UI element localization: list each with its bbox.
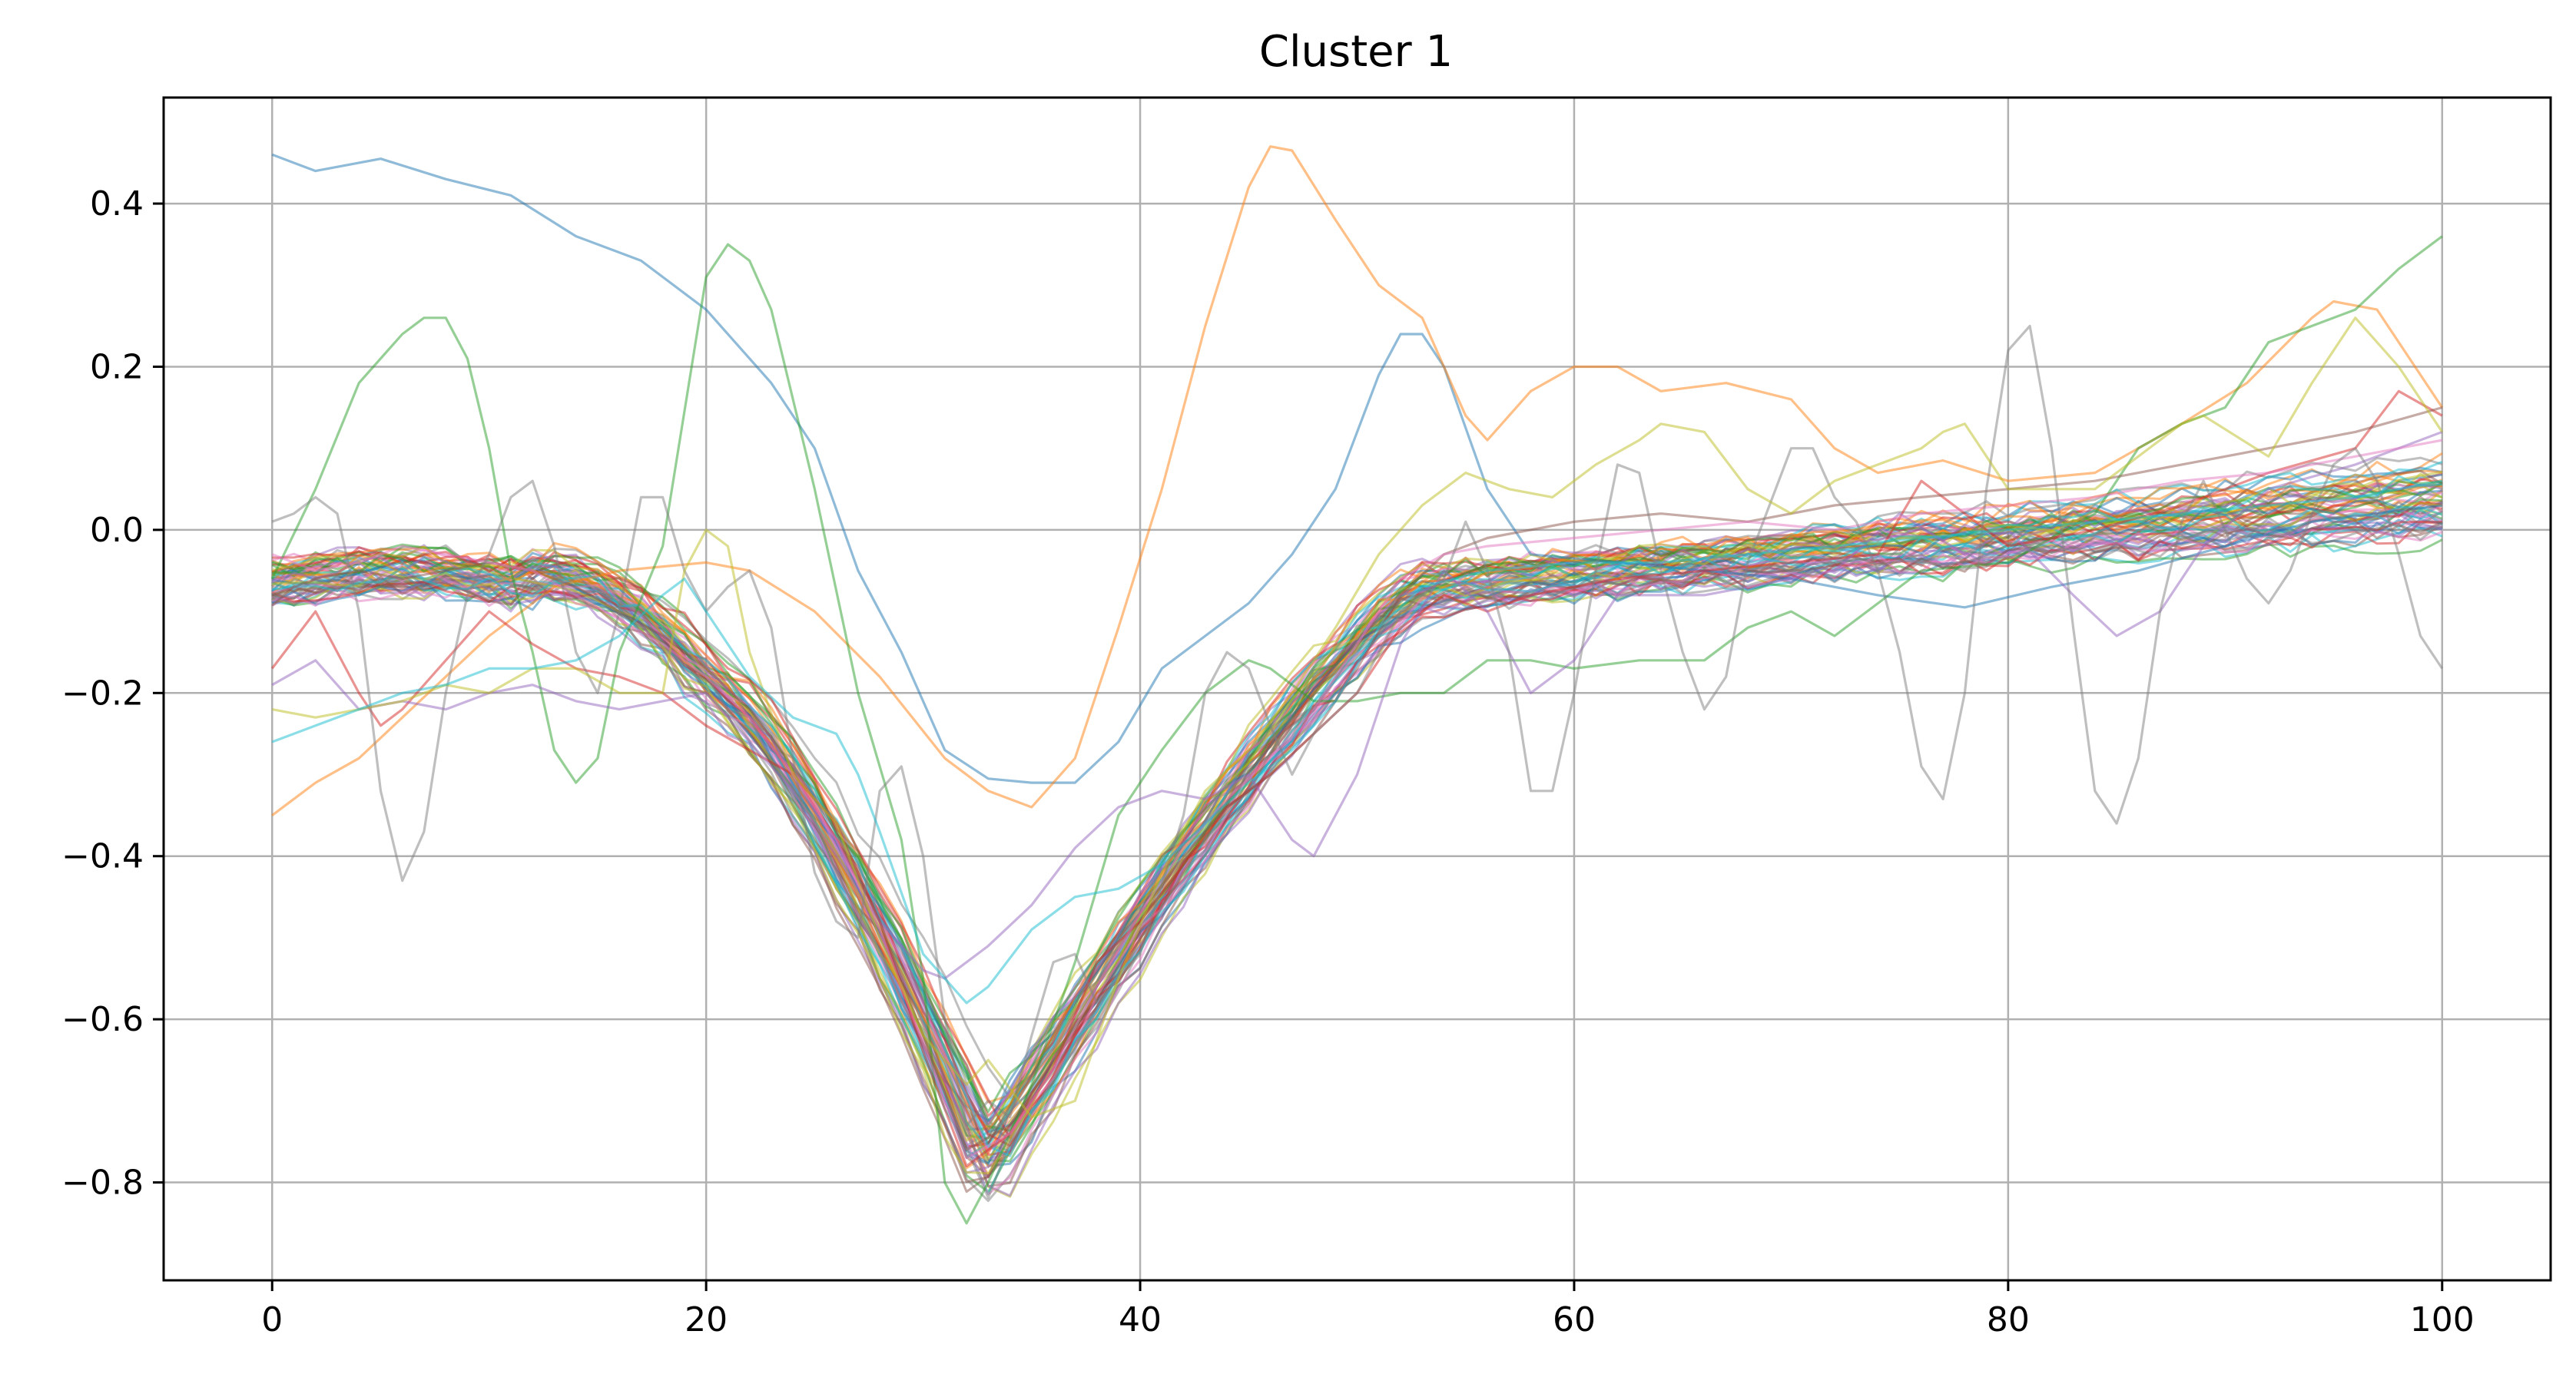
series-line	[271, 324, 2444, 1127]
series-line	[271, 153, 2442, 784]
y-tick-label: −0.2	[61, 674, 144, 713]
x-axis-ticks: 0 20 40 60 80 100	[261, 1280, 2475, 1339]
chart-title: Cluster 1	[1259, 27, 1453, 77]
series-line	[271, 479, 2443, 1005]
x-tick-label: 80	[1987, 1300, 2030, 1339]
x-tick-label: 100	[2410, 1300, 2475, 1339]
y-tick-label: −0.8	[61, 1164, 144, 1203]
x-tick-label: 60	[1553, 1300, 1596, 1339]
x-tick-label: 40	[1119, 1300, 1162, 1339]
y-tick-label: 0.0	[90, 511, 144, 550]
series-line	[271, 474, 2442, 1131]
series-line	[271, 316, 2444, 1119]
series-line	[272, 475, 2442, 1157]
series-line	[271, 430, 2443, 980]
y-tick-label: 0.2	[90, 347, 144, 386]
series-line	[272, 478, 2443, 1148]
x-tick-label: 20	[685, 1300, 728, 1339]
plot-frame	[162, 96, 2552, 1282]
y-tick-label: 0.4	[90, 184, 144, 223]
series-lines	[270, 145, 2444, 1225]
y-axis-ticks: 0.4 0.2 0.0 −0.2 −0.4 −0.6 −0.8	[61, 184, 164, 1203]
y-tick-label: −0.6	[61, 1000, 144, 1039]
series-line	[271, 145, 2444, 816]
series-line	[271, 439, 2443, 1160]
y-tick-label: −0.4	[61, 837, 144, 876]
series-line	[270, 389, 2443, 1167]
x-tick-label: 0	[261, 1300, 283, 1339]
